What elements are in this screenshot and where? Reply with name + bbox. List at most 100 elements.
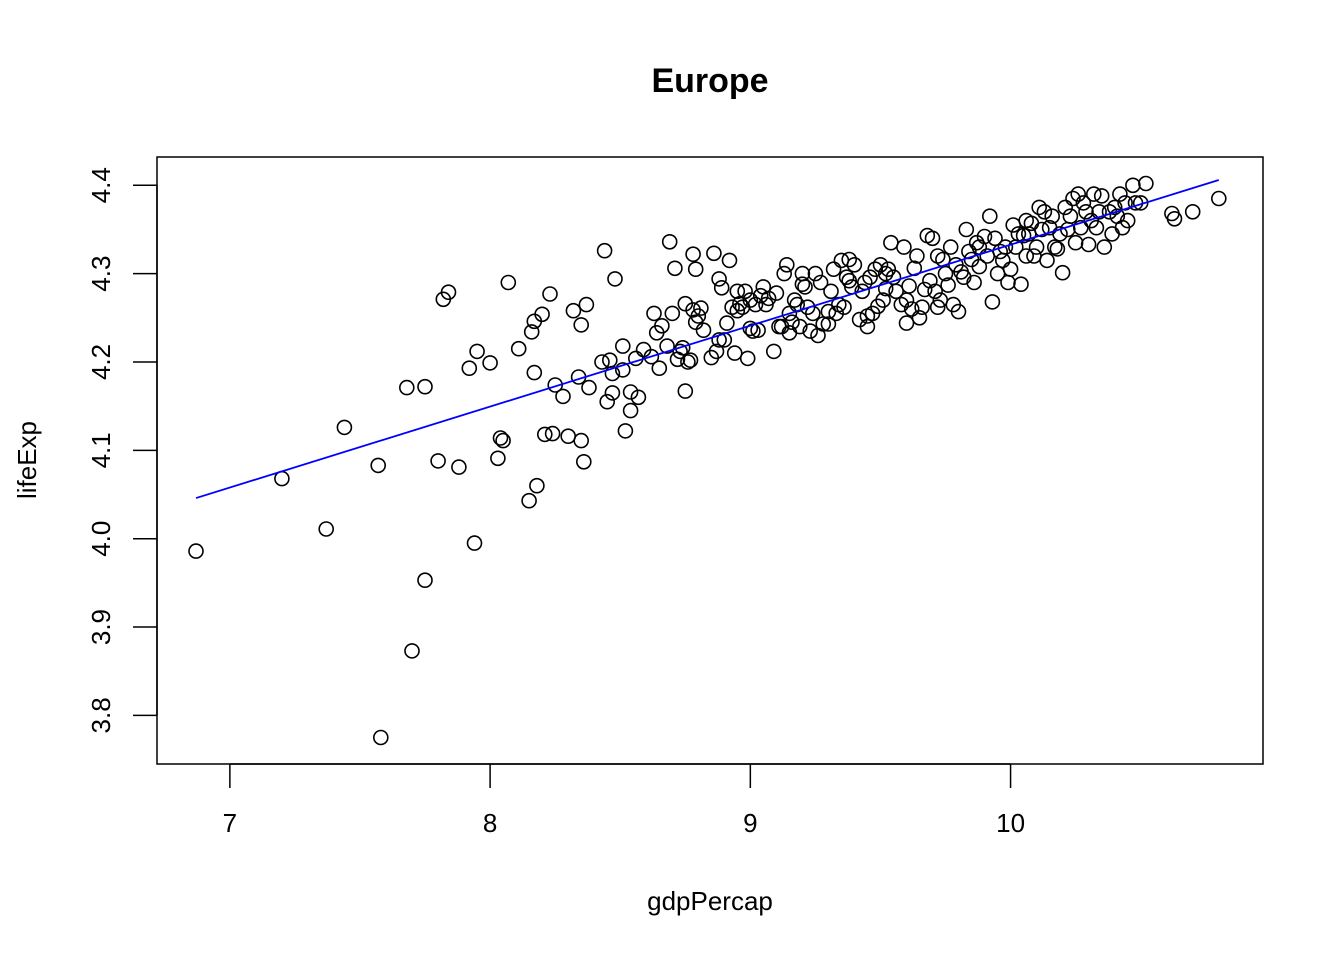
data-point <box>607 271 623 287</box>
data-point <box>981 208 998 224</box>
points-layer <box>188 175 1227 746</box>
data-point <box>797 279 813 295</box>
data-point <box>1044 208 1060 224</box>
data-point <box>1211 190 1227 207</box>
data-point <box>929 299 946 316</box>
data-point <box>862 269 878 286</box>
x-tick-label: 7 <box>223 808 237 838</box>
data-point <box>1039 252 1055 269</box>
data-point <box>711 332 727 348</box>
data-point <box>526 364 543 381</box>
data-point <box>984 294 1001 310</box>
y-tick-label: 4.0 <box>86 521 116 557</box>
data-point <box>560 428 577 445</box>
data-point <box>1138 175 1154 192</box>
data-point <box>672 343 688 360</box>
data-point <box>466 535 483 551</box>
data-point <box>690 308 707 324</box>
x-tick-label: 9 <box>743 808 757 838</box>
data-point <box>1086 186 1102 202</box>
data-point <box>1002 261 1019 278</box>
data-point <box>901 278 917 294</box>
data-point <box>859 318 876 335</box>
data-point <box>924 230 941 247</box>
data-point <box>987 230 1003 247</box>
data-point <box>1166 211 1183 227</box>
data-point <box>651 360 668 377</box>
data-point <box>490 450 506 467</box>
data-point <box>680 354 696 370</box>
data-point <box>370 457 387 474</box>
data-point <box>742 292 759 308</box>
data-point <box>820 316 837 332</box>
data-point <box>318 521 335 537</box>
data-point <box>1057 199 1073 216</box>
data-point <box>1112 186 1128 202</box>
x-tick-label: 8 <box>483 808 497 838</box>
data-point <box>903 301 920 317</box>
data-point <box>594 354 610 370</box>
data-point <box>729 302 746 319</box>
data-point <box>841 251 858 268</box>
data-point <box>747 296 764 313</box>
data-point <box>942 239 959 255</box>
data-point <box>859 308 876 324</box>
data-point <box>573 317 590 333</box>
data-point <box>760 290 777 307</box>
data-point <box>1054 264 1071 281</box>
data-point <box>896 239 912 255</box>
data-point <box>708 343 725 360</box>
data-point <box>614 338 631 354</box>
data-point <box>664 305 681 322</box>
data-point <box>958 221 975 238</box>
data-point <box>575 453 592 470</box>
data-point <box>776 265 793 282</box>
data-point <box>877 280 894 297</box>
data-point <box>888 283 904 300</box>
data-point <box>534 306 550 323</box>
data-point <box>721 252 738 269</box>
data-point <box>778 256 795 273</box>
data-point <box>492 430 509 446</box>
y-tick-label: 3.8 <box>86 697 116 733</box>
data-point <box>802 323 819 339</box>
data-point <box>997 239 1014 255</box>
data-point <box>643 348 660 365</box>
data-point <box>711 271 727 287</box>
data-point <box>916 281 933 298</box>
data-point <box>841 272 858 289</box>
regression-line <box>195 179 1220 499</box>
data-point <box>1125 177 1141 194</box>
data-point <box>1000 274 1016 291</box>
data-point <box>404 643 420 659</box>
data-point <box>794 276 811 293</box>
data-point <box>768 285 785 301</box>
data-point <box>604 385 621 401</box>
data-point <box>781 305 798 322</box>
data-point <box>823 283 839 300</box>
data-point <box>1047 239 1063 255</box>
data-point <box>1018 248 1034 264</box>
data-point <box>1062 208 1079 224</box>
data-point <box>937 265 954 282</box>
data-point <box>726 345 743 361</box>
data-point <box>1075 195 1092 211</box>
data-point <box>614 362 631 378</box>
data-point <box>838 269 855 286</box>
data-point <box>911 309 928 326</box>
x-axis-label: gdpPercap <box>647 886 773 916</box>
data-point <box>846 256 863 273</box>
data-point <box>807 265 824 282</box>
data-point <box>765 343 782 360</box>
data-point <box>573 432 590 449</box>
data-point <box>877 265 894 282</box>
data-point <box>854 283 871 300</box>
data-point <box>940 277 956 293</box>
data-point <box>687 261 704 278</box>
data-point <box>336 419 353 436</box>
data-point <box>659 338 675 354</box>
data-point <box>461 360 478 377</box>
data-point <box>417 378 433 395</box>
data-point <box>578 296 595 313</box>
